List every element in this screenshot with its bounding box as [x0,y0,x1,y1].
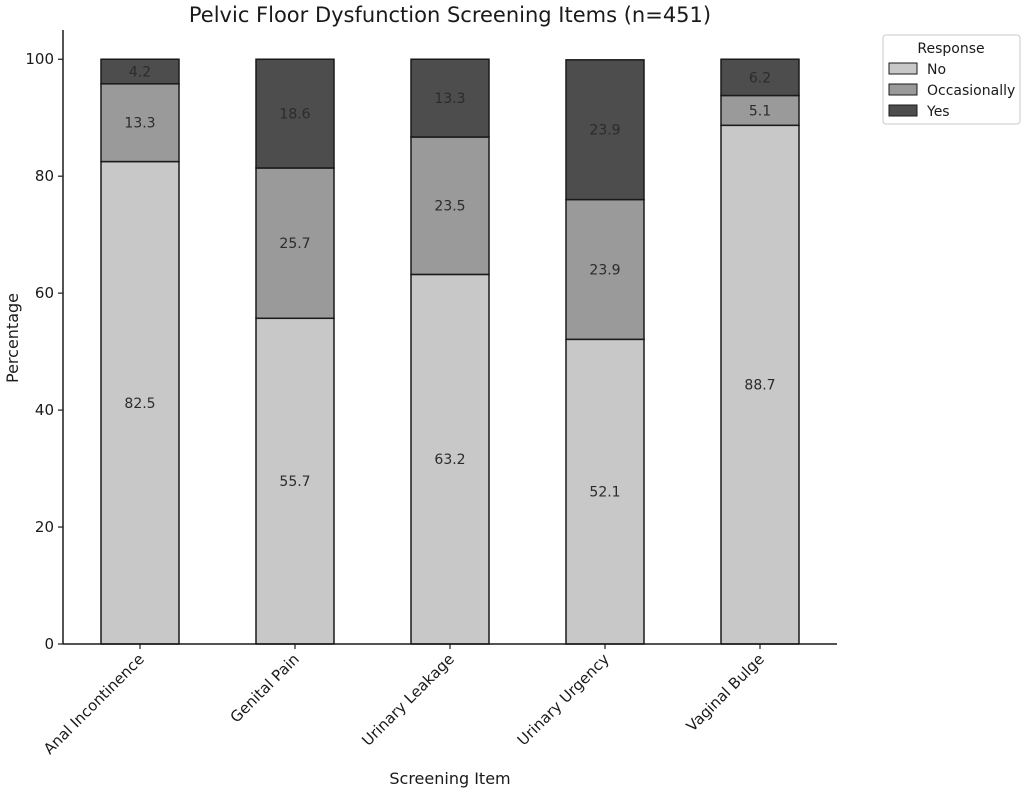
legend: Response No Occasionally Yes [882,34,1021,125]
y-tick-label: 40 [35,401,54,419]
bar-segment-occasionally [410,136,490,276]
data-label-no: 82.5 [124,396,155,412]
bars-layer [100,58,800,645]
bar-segment-yes [255,58,335,169]
bar-segment-yes [410,58,490,138]
data-labels-layer: 82.5 13.3 4.2 55.7 25.7 18.6 63.2 23.5 13.3 52.1 2… [124,65,775,501]
bar-segment-yes [720,58,800,97]
x-tick-label: Urinary Urgency [514,650,613,749]
data-label-yes: 13.3 [434,91,465,107]
data-label-no: 52.1 [589,485,620,501]
y-tick-label: 80 [35,167,54,185]
data-label-occasionally: 5.1 [749,103,771,119]
legend-title: Response [917,41,984,57]
x-tick-label: Anal Incontinence [40,650,148,758]
x-axis-title: Screening Item [389,769,510,788]
data-label-yes: 4.2 [129,65,151,81]
data-label-occasionally: 23.5 [434,199,465,215]
legend-items: No Occasionally Yes [888,62,1015,120]
data-label-occasionally: 13.3 [124,116,155,132]
bar-segment-occasionally [100,83,180,163]
data-label-occasionally: 23.9 [589,262,620,278]
data-label-no: 63.2 [434,452,465,468]
data-label-yes: 23.9 [589,123,620,139]
y-axis-title: Percentage [3,293,22,383]
bar-segment-yes [100,58,180,85]
data-label-no: 88.7 [744,378,775,394]
chart-title: Pelvic Floor Dysfunction Screening Items… [189,3,711,27]
bar-segment-no [255,317,335,645]
legend-frame [882,34,1021,125]
bar-segment-yes [565,59,645,201]
bar-segment-no [720,124,800,645]
legend-swatch-occasionally [888,83,918,96]
bar-segment-occasionally [565,198,645,341]
data-label-yes: 18.6 [279,107,310,123]
legend-swatch-no [888,62,918,75]
legend-label-occasionally: Occasionally [927,83,1015,99]
data-label-no: 55.7 [279,474,310,490]
x-tick-label: Genital Pain [227,650,303,726]
y-tick-label: 20 [35,518,54,536]
legend-swatch-yes [888,104,918,117]
legend-label-no: No [927,62,946,78]
x-tick-label: Urinary Leakage [358,650,457,749]
y-tick-label: 60 [35,284,54,302]
data-label-yes: 6.2 [749,70,771,86]
legend-label-yes: Yes [926,104,950,120]
data-label-occasionally: 25.7 [279,236,310,252]
x-tick-label: Vaginal Bulge [683,650,768,735]
y-tick-label: 0 [44,635,54,653]
y-tick-label: 100 [25,50,54,68]
bar-segment-no [565,338,645,645]
bar-segment-no [100,160,180,645]
bar-segment-occasionally [255,167,335,320]
